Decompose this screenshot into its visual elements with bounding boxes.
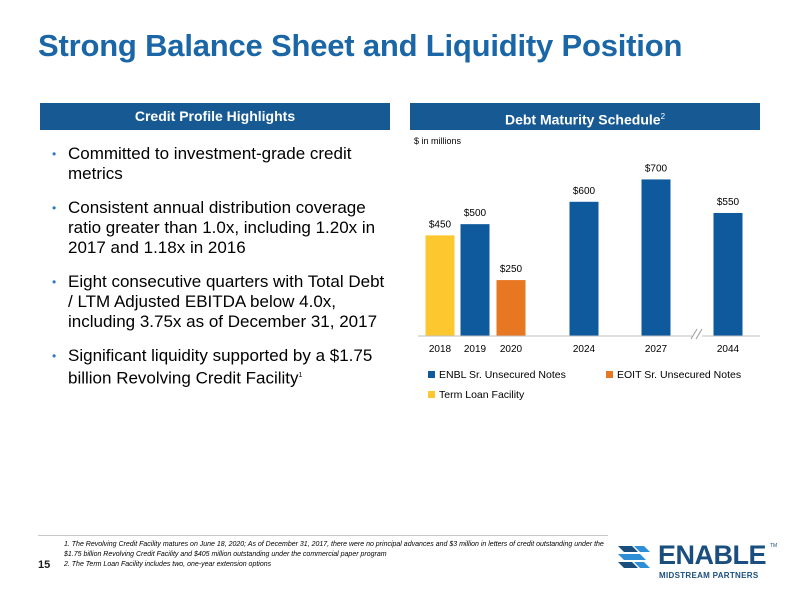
bullet-dot-icon: • — [52, 201, 57, 215]
chart-x-tick-label: 2027 — [645, 344, 668, 355]
page-number: 15 — [38, 559, 51, 571]
debt-maturity-header: Debt Maturity Schedule2 — [410, 103, 760, 130]
chart-bar — [713, 212, 743, 336]
chart-data-label: $700 — [645, 163, 668, 174]
bullet-dot-icon: • — [52, 275, 57, 289]
chart-axis-break-mask — [692, 328, 702, 340]
chart-x-tick-label: 2044 — [717, 344, 740, 355]
footer-divider — [38, 535, 608, 536]
chart-x-tick-label: 2019 — [464, 344, 487, 355]
bullet-dot-icon: • — [52, 349, 57, 363]
chart-unit-label: $ in millions — [414, 136, 462, 146]
debt-maturity-chart: $ in millions $450 2018 $500 2019 $250 2020 $60… — [410, 130, 770, 420]
footnote-2: 2. The Term Loan Facility includes two, … — [64, 561, 272, 568]
chart-bar — [569, 201, 599, 336]
chart-legend-swatch — [428, 371, 435, 378]
bullet-footnote-marker: 1 — [298, 372, 303, 379]
enable-logo-subtitle: MIDSTREAM PARTNERS — [659, 571, 759, 580]
chart-legend-label: ENBL Sr. Unsecured Notes — [439, 369, 566, 381]
chart-data-label: $500 — [464, 208, 487, 219]
chart-legend-label: EOIT Sr. Unsecured Notes — [617, 369, 741, 381]
chart-data-label: $550 — [717, 197, 740, 208]
chart-legend-swatch — [428, 391, 435, 398]
chart-x-tick-label: 2018 — [429, 344, 452, 355]
bullet-dot-icon: • — [52, 147, 57, 161]
chart-x-tick-label: 2020 — [500, 344, 523, 355]
credit-profile-header: Credit Profile Highlights — [40, 103, 390, 130]
footnotes: 1. The Revolving Credit Facility matures… — [64, 540, 604, 570]
bullet-item: • Eight consecutive quarters with Total … — [52, 272, 392, 332]
page-title: Strong Balance Sheet and Liquidity Posit… — [38, 28, 683, 63]
bullet-text: Consistent annual distribution coverage … — [68, 198, 376, 257]
debt-maturity-footnote-marker: 2 — [660, 112, 666, 121]
chart-bar — [460, 224, 490, 336]
bullet-text: Significant liquidity supported by a $1.… — [68, 346, 373, 388]
chart-x-tick-label: 2024 — [573, 344, 596, 355]
enable-logo: ENABLE TM MIDSTREAM PARTNERS — [618, 538, 778, 586]
chart-bar — [496, 280, 526, 336]
bullet-item: • Significant liquidity supported by a $… — [52, 346, 392, 389]
debt-maturity-header-label: Debt Maturity Schedule — [504, 111, 661, 128]
bullet-text: Committed to investment-grade credit met… — [68, 144, 352, 183]
chart-data-label: $250 — [500, 264, 523, 275]
credit-highlights-list: • Committed to investment-grade credit m… — [52, 144, 392, 403]
enable-logo-trademark: TM — [770, 543, 778, 549]
chart-data-label: $600 — [573, 186, 596, 197]
enable-logo-wordmark: ENABLE — [658, 540, 767, 570]
debt-maturity-chart-svg: $ in millions $450 2018 $500 2019 $250 2020 $60… — [414, 136, 760, 401]
enable-logo-icon — [618, 546, 650, 568]
bullet-text: Eight consecutive quarters with Total De… — [68, 272, 385, 331]
chart-legend-swatch — [606, 371, 613, 378]
chart-bar — [641, 179, 671, 336]
chart-axis-break-mark — [695, 328, 703, 340]
chart-axis-break-mark — [690, 328, 698, 340]
bullet-item: • Committed to investment-grade credit m… — [52, 144, 392, 184]
credit-profile-header-label: Credit Profile Highlights — [134, 108, 296, 124]
chart-bar — [425, 235, 455, 336]
bullet-item: • Consistent annual distribution coverag… — [52, 198, 392, 258]
chart-legend-label: Term Loan Facility — [439, 389, 525, 401]
chart-data-label: $450 — [429, 219, 452, 230]
footnote-1: 1. The Revolving Credit Facility matures… — [64, 541, 604, 558]
